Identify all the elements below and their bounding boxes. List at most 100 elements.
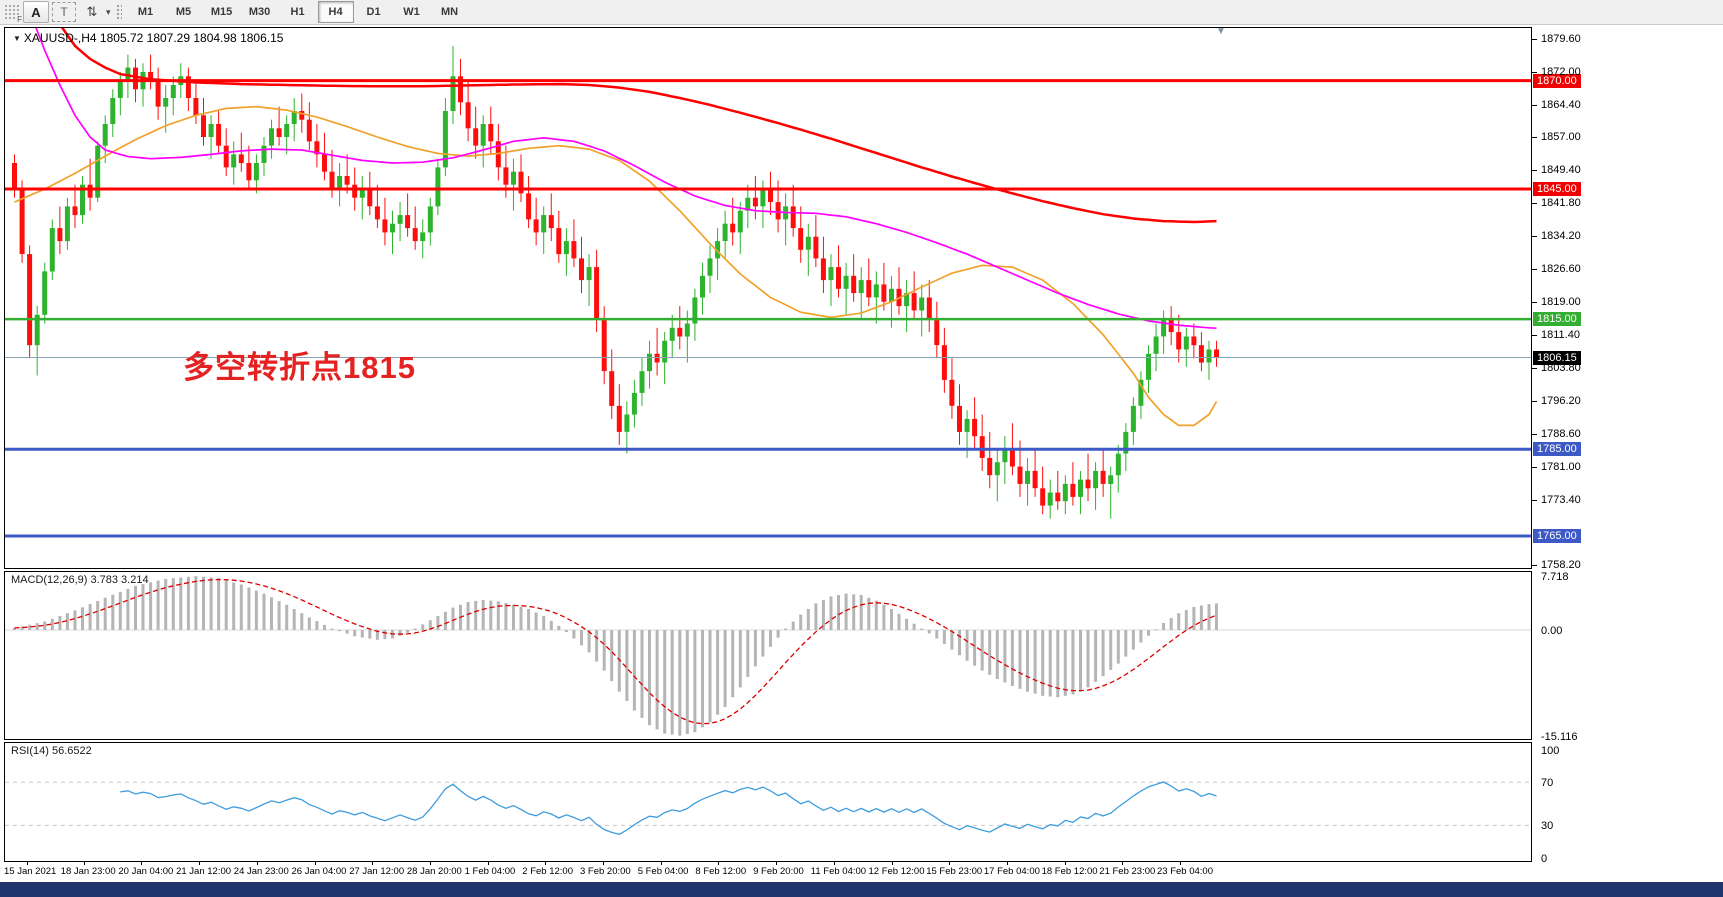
price-tick-label: 1788.60 (1541, 427, 1581, 440)
time-axis-label: 27 Jan 12:00 (349, 866, 405, 877)
candlestick-series (12, 45, 1219, 519)
chart-menu-arrow-icon[interactable]: ▼ (13, 34, 21, 43)
main-chart-canvas[interactable] (5, 28, 1531, 568)
time-tick-mark (718, 862, 720, 865)
chart-title: ▼ XAUUSD-,H4 1805.72 1807.29 1804.98 1806… (13, 31, 283, 45)
time-tick-mark (141, 862, 143, 865)
ma-fast-magenta-line (35, 28, 1217, 330)
time-tick-mark (1064, 862, 1066, 865)
annotate-text-button[interactable]: A (23, 1, 49, 23)
price-tick-mark (1532, 499, 1537, 501)
time-axis-label: 15 Feb 23:00 (926, 866, 983, 877)
dropdown-caret-icon[interactable]: ▾ (106, 6, 111, 17)
price-tick-label: 1857.00 (1541, 131, 1581, 143)
price-badge-1806.15[interactable]: 1806.15 (1533, 350, 1581, 365)
time-tick-mark (487, 862, 489, 865)
time-axis-label: 12 Feb 12:00 (868, 866, 925, 877)
price-tick-mark (1532, 334, 1537, 336)
time-axis-label: 21 Jan 12:00 (176, 866, 232, 877)
cursor-mode-icon[interactable]: ⇅ (86, 4, 98, 19)
price-tick-mark (1532, 301, 1537, 303)
price-tick-label: 1796.20 (1541, 394, 1581, 407)
toolbar-handle-label: F (16, 14, 22, 24)
time-tick-mark (27, 862, 28, 865)
price-badge-1765.00[interactable]: 1765.00 (1533, 528, 1581, 543)
time-tick-mark (1122, 862, 1124, 865)
timeframe-button-M30[interactable]: M30 (248, 6, 271, 18)
time-tick-mark (603, 862, 604, 865)
price-tick-mark (1532, 268, 1537, 270)
time-axis-label: 24 Jan 23:00 (233, 866, 289, 877)
time-axis-label: 5 Feb 04:00 (637, 866, 689, 877)
time-axis-label: 18 Jan 23:00 (60, 866, 116, 877)
time-axis-label: 2 Feb 12:00 (522, 866, 574, 877)
top-toolbar: F A T ⇅ ▾ M1 M5 M15 M30 H1 H4 D1 W1 MN (0, 0, 1723, 25)
time-axis[interactable]: 15 Jan 2021 18 Jan 23:00 20 Jan 04:00 21 Ja… (4, 862, 1532, 880)
time-tick-mark (1006, 862, 1008, 865)
price-badge-1815.00[interactable]: 1815.00 (1533, 312, 1581, 327)
macd-label: MACD(12,26,9) 3.783 3.214 (11, 574, 149, 586)
time-tick-mark (660, 862, 662, 865)
rsi-canvas[interactable] (5, 743, 1531, 861)
timeframe-button-M5[interactable]: M5 (175, 6, 192, 18)
price-tick-label: 1879.60 (1541, 33, 1581, 45)
time-tick-mark (833, 862, 835, 865)
toolbar-drag-handle-icon[interactable]: F (4, 3, 22, 24)
timeframe-toolbar: M1 M5 M15 M30 H1 H4 D1 W1 MN (127, 1, 469, 23)
price-tick-mark (1532, 137, 1537, 138)
time-tick-mark (199, 862, 201, 865)
price-tick-label: 1773.40 (1541, 493, 1581, 506)
macd-axis-label: 0.00 (1541, 625, 1563, 637)
time-axis-label: 3 Feb 20:00 (580, 866, 631, 877)
time-axis-label: 20 Jan 04:00 (118, 866, 174, 877)
time-tick-mark (429, 862, 431, 865)
macd-canvas[interactable] (5, 572, 1531, 739)
price-tick-mark (1532, 104, 1537, 106)
time-axis-label: 11 Feb 04:00 (810, 866, 867, 877)
price-tick-label: 1781.00 (1541, 460, 1581, 473)
timeframe-button-D1[interactable]: D1 (366, 6, 381, 18)
time-tick-mark (83, 862, 85, 865)
price-tick-mark (1532, 367, 1537, 369)
time-tick-mark (372, 862, 374, 865)
time-tick-mark (545, 862, 547, 865)
price-tick-label: 1803.80 (1541, 361, 1581, 374)
timeframe-button-W1[interactable]: W1 (403, 6, 420, 18)
time-tick-mark (891, 862, 893, 865)
rsi-axis-label: 70 (1541, 777, 1554, 790)
rsi-axis-label: 0 (1541, 852, 1548, 865)
text-label-button[interactable]: T (52, 2, 76, 22)
time-tick-mark (949, 862, 951, 865)
price-tick-label: 1872.00 (1541, 65, 1581, 78)
macd-axis-label: 7.718 (1541, 570, 1569, 583)
macd-axis-label: -15.116 (1541, 730, 1578, 743)
ma-slow-red-line (60, 28, 1217, 224)
timeframe-button-M1[interactable]: M1 (137, 6, 154, 18)
main-chart-panel: ▼ XAUUSD-,H4 1805.72 1807.29 1804.98 1806… (4, 27, 1532, 569)
scroll-to-end-icon[interactable]: ▼ (1216, 26, 1226, 37)
price-badge-1870.00[interactable]: 1870.00 (1533, 73, 1581, 88)
price-tick-mark (1532, 202, 1537, 204)
toolbar-separator-handle[interactable] (115, 4, 122, 20)
rsi-label: RSI(14) 56.6522 (11, 745, 92, 757)
price-tick-label: 1826.60 (1541, 262, 1581, 275)
chart-annotation-text[interactable]: 多空转折点1815 (183, 350, 416, 385)
price-tick-mark (1532, 466, 1537, 468)
price-badge-1845.00[interactable]: 1845.00 (1533, 182, 1581, 197)
price-tick-mark (1532, 169, 1537, 171)
macd-histogram (13, 576, 1218, 736)
chart-title-text: XAUUSD-,H4 1805.72 1807.29 1804.98 1806.… (23, 31, 284, 45)
rsi-axis-label: 100 (1541, 745, 1560, 757)
price-tick-label: 1841.80 (1541, 196, 1581, 209)
price-tick-mark (1532, 565, 1537, 567)
timeframe-button-H4[interactable]: H4 (317, 1, 354, 23)
time-tick-mark (776, 862, 778, 865)
time-axis-label: 15 Jan 2021 (4, 866, 57, 877)
price-axis[interactable]: 1870.00 1845.00 1815.00 1806.15 1785.00 1765.… (1532, 27, 1723, 880)
price-badge-1785.00[interactable]: 1785.00 (1533, 442, 1581, 457)
timeframe-button-M15[interactable]: M15 (210, 6, 233, 18)
timeframe-button-MN[interactable]: MN (440, 6, 459, 18)
time-axis-label: 26 Jan 04:00 (291, 866, 347, 877)
timeframe-button-H1[interactable]: H1 (290, 6, 305, 18)
ma-medium-orange-line (14, 105, 1218, 427)
